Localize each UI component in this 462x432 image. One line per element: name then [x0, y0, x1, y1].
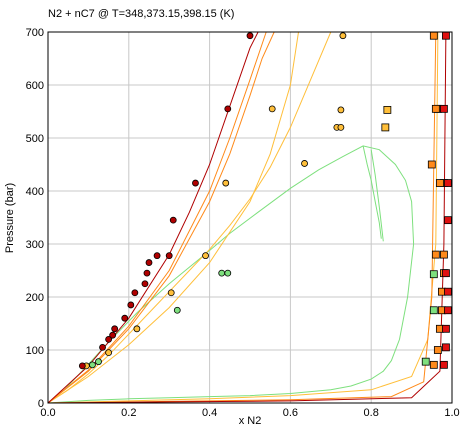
data-point-square — [442, 269, 450, 278]
data-point-circle — [111, 325, 119, 333]
series-line-14 — [47, 31, 267, 404]
data-point-square — [444, 306, 452, 315]
y-tick-label: 300 — [26, 239, 44, 251]
y-tick-label: 100 — [26, 345, 44, 357]
series-line-17 — [47, 31, 447, 404]
x-tick-label: 1.0 — [444, 407, 459, 419]
data-point-circle — [337, 124, 345, 131]
x-tick-label: 0.2 — [121, 407, 136, 419]
y-tick-label: 200 — [26, 292, 44, 304]
series-line-7 — [47, 145, 415, 404]
series-line-13 — [47, 31, 275, 404]
data-point-circle — [99, 343, 106, 351]
data-point-square — [429, 31, 438, 40]
x-tick-label: 0.4 — [202, 407, 217, 419]
data-point-circle — [141, 280, 149, 288]
data-point-circle — [89, 361, 96, 369]
series-points — [78, 31, 452, 370]
series-line-16 — [47, 31, 259, 404]
data-point-square — [444, 287, 452, 296]
data-point-circle — [133, 325, 141, 333]
data-point-square — [431, 250, 440, 259]
data-point-square — [444, 179, 452, 187]
x-axis-label: x N2 — [239, 415, 262, 427]
series-line-12 — [47, 31, 439, 404]
chart-title: N2 + nC7 @ T=348,373.15,398.15 (K) — [48, 8, 234, 20]
data-point-circle — [105, 335, 112, 343]
y-tick-label: 500 — [26, 133, 44, 145]
series-line-8 — [362, 145, 382, 239]
data-point-square — [421, 357, 430, 366]
data-point-square — [383, 106, 392, 114]
data-point-circle — [109, 331, 117, 339]
data-point-circle — [224, 269, 232, 277]
x-tick-labels: 0.0 0.2 0.4 0.6 0.8 1.0 — [40, 407, 459, 419]
data-point-circle — [78, 362, 86, 370]
series-lines — [47, 31, 447, 404]
series-line-10 — [47, 31, 332, 404]
data-point-circle — [165, 252, 173, 260]
data-point-circle — [339, 32, 347, 40]
data-point-square — [431, 104, 440, 113]
plot-frame — [47, 31, 453, 404]
data-point-square — [433, 346, 442, 354]
data-point-square — [444, 216, 452, 225]
data-point-circle — [121, 314, 129, 322]
data-point-square — [429, 360, 438, 369]
data-point-square — [440, 360, 448, 369]
data-point-square — [435, 179, 444, 187]
data-point-circle — [218, 269, 226, 277]
data-point-circle — [105, 349, 112, 357]
data-point-square — [442, 343, 450, 352]
data-point-circle — [246, 32, 254, 40]
y-tick-label: 700 — [26, 27, 44, 39]
data-point-circle — [222, 179, 230, 187]
data-point-circle — [192, 179, 199, 187]
data-point-circle — [224, 105, 232, 113]
data-point-circle — [153, 252, 161, 260]
data-point-circle — [268, 105, 276, 113]
y-tick-label: 600 — [26, 80, 44, 92]
data-point-square — [440, 104, 448, 113]
data-point-square — [381, 123, 390, 132]
series-line-11 — [47, 31, 299, 404]
data-point-circle — [337, 106, 345, 114]
series-line-9 — [370, 149, 384, 242]
data-point-square — [442, 31, 450, 40]
x-tick-label: 0.8 — [364, 407, 379, 419]
data-point-circle — [143, 269, 151, 277]
y-tick-labels: 0 100 200 300 400 500 600 700 — [26, 27, 44, 410]
y-tick-label: 0 — [38, 398, 44, 410]
series-line-15 — [47, 31, 437, 404]
grid — [48, 32, 452, 403]
data-point-square — [442, 324, 450, 333]
y-axis-label: Pressure (bar) — [4, 183, 16, 253]
x-tick-label: 0.6 — [283, 407, 298, 419]
data-point-square — [429, 306, 438, 315]
data-point-circle — [95, 358, 102, 366]
data-point-square — [429, 270, 438, 279]
data-point-circle — [127, 301, 135, 309]
data-point-circle — [169, 216, 177, 224]
data-point-circle — [202, 252, 209, 260]
data-point-circle — [173, 306, 181, 314]
data-point-circle — [131, 289, 139, 297]
data-point-circle — [145, 259, 153, 266]
x-tick-label: 0.0 — [40, 407, 55, 419]
data-point-circle — [301, 160, 308, 167]
data-point-square — [427, 160, 436, 169]
data-point-square — [440, 250, 448, 259]
y-tick-label: 400 — [26, 186, 44, 198]
data-point-circle — [167, 289, 175, 297]
